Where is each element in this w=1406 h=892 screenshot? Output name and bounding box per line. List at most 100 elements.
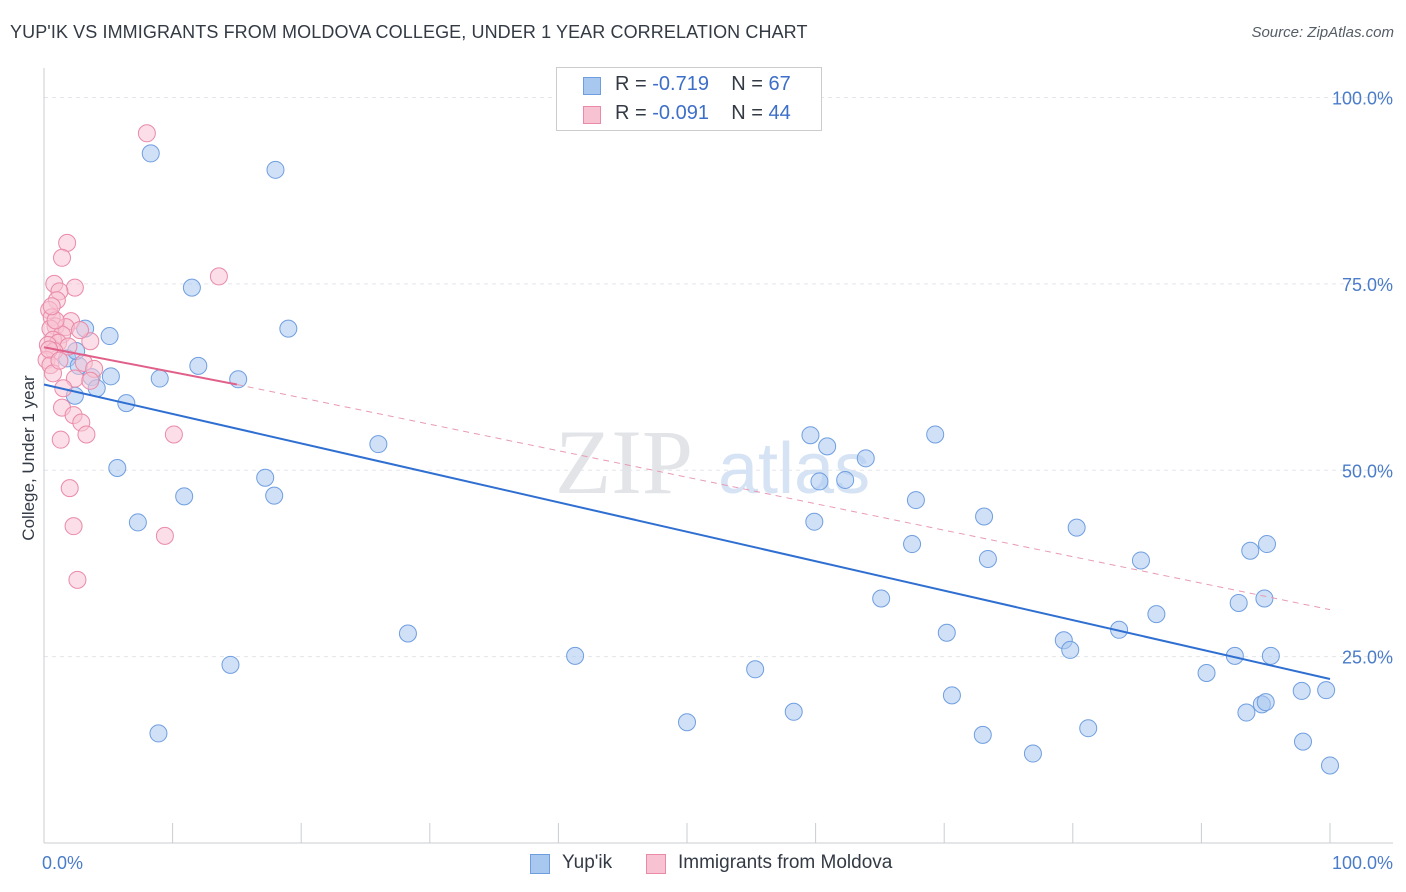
legend-label-moldova: Immigrants from Moldova bbox=[678, 852, 893, 873]
data-point bbox=[810, 472, 829, 491]
data-point bbox=[856, 449, 875, 468]
data-point bbox=[1321, 756, 1339, 775]
chart-title: YUP'IK VS IMMIGRANTS FROM MOLDOVA COLLEG… bbox=[10, 22, 808, 42]
r-label: R = bbox=[615, 102, 653, 124]
data-point bbox=[77, 425, 96, 444]
data-point bbox=[60, 479, 79, 498]
n-value: 67 bbox=[768, 73, 791, 95]
data-point bbox=[1293, 732, 1312, 751]
data-point bbox=[42, 297, 61, 316]
correlation-legend: R = -0.719 N = 67 R = -0.091 N = 44 bbox=[556, 67, 822, 131]
source-label: Source: ZipAtlas.com bbox=[1251, 24, 1394, 41]
data-point bbox=[1197, 664, 1216, 683]
data-point bbox=[1023, 744, 1042, 763]
y-tick-labels: 25.0% 50.0% 75.0% 100.0% bbox=[1332, 89, 1393, 668]
data-point bbox=[369, 435, 388, 454]
data-point bbox=[50, 351, 69, 370]
data-point bbox=[65, 278, 84, 297]
r-value: -0.091 bbox=[652, 102, 709, 124]
data-point bbox=[209, 267, 228, 286]
data-point bbox=[1229, 593, 1248, 612]
data-point bbox=[81, 371, 100, 390]
legend-swatch-moldova bbox=[646, 854, 666, 874]
axes bbox=[43, 68, 1393, 844]
data-point bbox=[189, 356, 208, 375]
y-tick-label: 50.0% bbox=[1342, 461, 1393, 481]
r-label: R = bbox=[615, 73, 653, 95]
watermark: ZIP atlas bbox=[555, 411, 870, 513]
data-point bbox=[81, 332, 100, 351]
data-point bbox=[1292, 681, 1311, 700]
data-point bbox=[221, 655, 240, 674]
data-point bbox=[746, 660, 765, 679]
data-point bbox=[141, 144, 160, 163]
data-point bbox=[265, 486, 284, 505]
legend-stats-yupik: R = -0.719 N = 67 bbox=[615, 73, 791, 96]
data-point bbox=[1131, 551, 1150, 570]
data-point bbox=[398, 624, 417, 643]
data-point bbox=[64, 517, 83, 536]
data-point bbox=[937, 623, 956, 642]
x-tick-label: 100.0% bbox=[1332, 853, 1393, 873]
data-point bbox=[108, 459, 127, 478]
data-point bbox=[1237, 703, 1256, 722]
data-point bbox=[678, 713, 696, 732]
data-point bbox=[68, 570, 87, 589]
data-point bbox=[128, 513, 147, 532]
data-point bbox=[279, 319, 298, 338]
legend-swatch-yupik bbox=[583, 77, 601, 95]
data-point bbox=[149, 724, 168, 743]
data-point bbox=[100, 327, 119, 346]
watermark-atlas: atlas bbox=[718, 429, 870, 509]
r-value: -0.719 bbox=[652, 73, 709, 95]
data-point bbox=[1257, 535, 1276, 554]
data-point bbox=[975, 507, 994, 526]
data-point bbox=[1241, 541, 1260, 560]
n-value: 44 bbox=[768, 102, 791, 124]
n-label: N = bbox=[731, 73, 769, 95]
x-tick-labels: 0.0% 100.0% bbox=[42, 853, 1393, 873]
data-point bbox=[71, 321, 90, 340]
legend-row-yupik: R = -0.719 N = 67 bbox=[557, 70, 821, 100]
data-point bbox=[1255, 589, 1274, 608]
data-point bbox=[101, 367, 120, 386]
data-point bbox=[175, 487, 194, 506]
data-point bbox=[926, 425, 945, 444]
data-point bbox=[1061, 640, 1080, 659]
data-point bbox=[51, 430, 70, 449]
data-point bbox=[1079, 719, 1098, 738]
data-point bbox=[836, 470, 855, 489]
data-point bbox=[164, 425, 183, 444]
trend-line bbox=[43, 346, 238, 386]
data-point bbox=[872, 589, 891, 608]
watermark-zip: ZIP bbox=[555, 411, 693, 513]
data-point bbox=[1317, 681, 1336, 700]
data-point bbox=[906, 491, 925, 510]
x-tick-label: 0.0% bbox=[42, 853, 83, 873]
trend-line bbox=[43, 383, 1331, 680]
data-point bbox=[53, 248, 72, 267]
series-yupik bbox=[58, 144, 1339, 775]
data-point bbox=[137, 124, 156, 143]
data-point bbox=[942, 686, 961, 705]
legend-row-moldova: R = -0.091 N = 44 bbox=[557, 99, 821, 129]
legend-swatch-yupik bbox=[530, 854, 550, 874]
y-axis-label: College, Under 1 year bbox=[19, 375, 38, 541]
data-point bbox=[784, 702, 803, 721]
data-point bbox=[818, 437, 837, 456]
data-point bbox=[805, 512, 824, 531]
data-point bbox=[801, 426, 820, 445]
data-point bbox=[155, 526, 174, 545]
n-label: N = bbox=[731, 102, 769, 124]
data-point bbox=[150, 369, 169, 388]
trend-lines bbox=[43, 346, 1331, 680]
data-point bbox=[903, 535, 922, 554]
data-point bbox=[1147, 605, 1166, 624]
legend-stats-moldova: R = -0.091 N = 44 bbox=[615, 102, 791, 125]
legend-swatch-moldova bbox=[583, 106, 601, 124]
legend-label-yupik: Yup'ik bbox=[562, 852, 613, 873]
y-tick-label: 75.0% bbox=[1342, 275, 1393, 295]
data-point bbox=[182, 278, 201, 297]
y-tick-label: 100.0% bbox=[1332, 89, 1393, 109]
